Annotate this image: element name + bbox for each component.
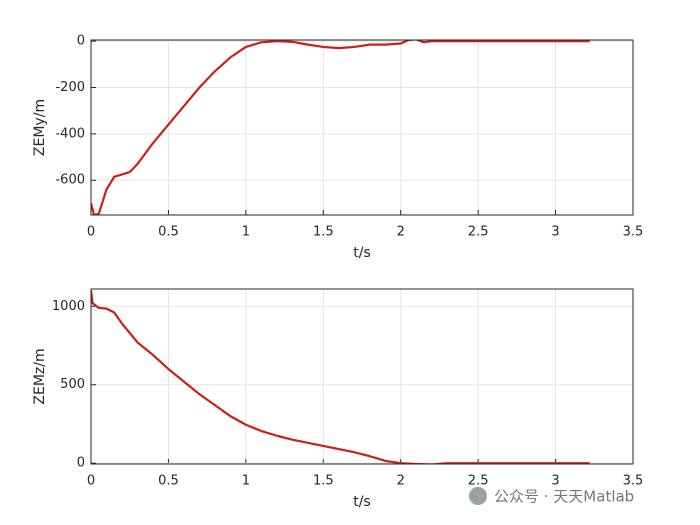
data-line: [91, 290, 590, 464]
axes-background: [91, 40, 633, 215]
watermark-icon: [469, 487, 487, 505]
y-tick-label: 500: [60, 377, 85, 392]
x-tick-label: 0: [87, 225, 95, 240]
x-tick-label: 1: [242, 225, 250, 240]
y-tick-label: -200: [55, 80, 85, 95]
x-tick-label: 0.5: [158, 225, 179, 240]
x-tick-label: 2.5: [468, 474, 489, 489]
x-tick-label: 3.5: [623, 474, 644, 489]
y-axis-label: ZEMz/m: [32, 348, 48, 404]
x-tick-label: 2: [397, 474, 405, 489]
x-axis-label: t/s: [353, 245, 371, 261]
axes-background: [91, 289, 633, 464]
y-tick-label: 0: [77, 456, 85, 471]
x-tick-label: 0: [87, 474, 95, 489]
y-tick-label: 1000: [52, 299, 85, 314]
x-tick-label: 1.5: [313, 474, 334, 489]
x-tick-label: 2: [397, 225, 405, 240]
watermark: 公众号 · 天天Matlab: [494, 488, 634, 506]
axes-frame: [90, 288, 634, 465]
x-tick-label: 1.5: [313, 225, 334, 240]
x-tick-label: 3: [551, 474, 559, 489]
data-line: [91, 40, 590, 215]
x-tick-label: 2.5: [468, 225, 489, 240]
x-axis-label: t/s: [353, 494, 371, 510]
y-tick-label: -400: [55, 126, 85, 141]
x-tick-label: 3: [551, 225, 559, 240]
y-tick-label: -600: [55, 173, 85, 188]
y-axis-label: ZEMy/m: [32, 99, 48, 156]
y-tick-label: 0: [77, 34, 85, 49]
axes-frame: [90, 39, 634, 216]
x-tick-label: 1: [242, 474, 250, 489]
plot-area: [91, 290, 590, 464]
x-tick-label: 3.5: [623, 225, 644, 240]
plot-area: [91, 40, 590, 215]
x-tick-label: 0.5: [158, 474, 179, 489]
